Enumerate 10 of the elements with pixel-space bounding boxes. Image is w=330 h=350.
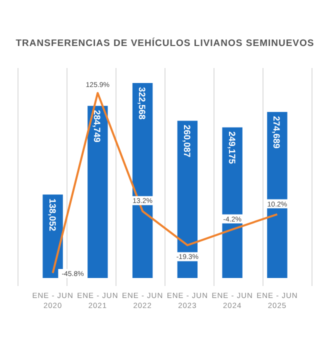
data-label: 322,568	[137, 87, 148, 120]
chart-title: TRANSFERENCIAS DE VEHÍCULOS LIVIANOS SEMINUEVOS	[16, 37, 314, 49]
data-label: 260,087	[182, 124, 192, 158]
bar	[88, 106, 108, 278]
data-label: 138,052	[47, 198, 58, 232]
data-label: 249,175	[226, 131, 237, 164]
data-label: 284,749	[92, 110, 102, 142]
bar	[222, 127, 242, 278]
data-label: 274,689	[272, 116, 282, 148]
bar	[267, 112, 288, 278]
